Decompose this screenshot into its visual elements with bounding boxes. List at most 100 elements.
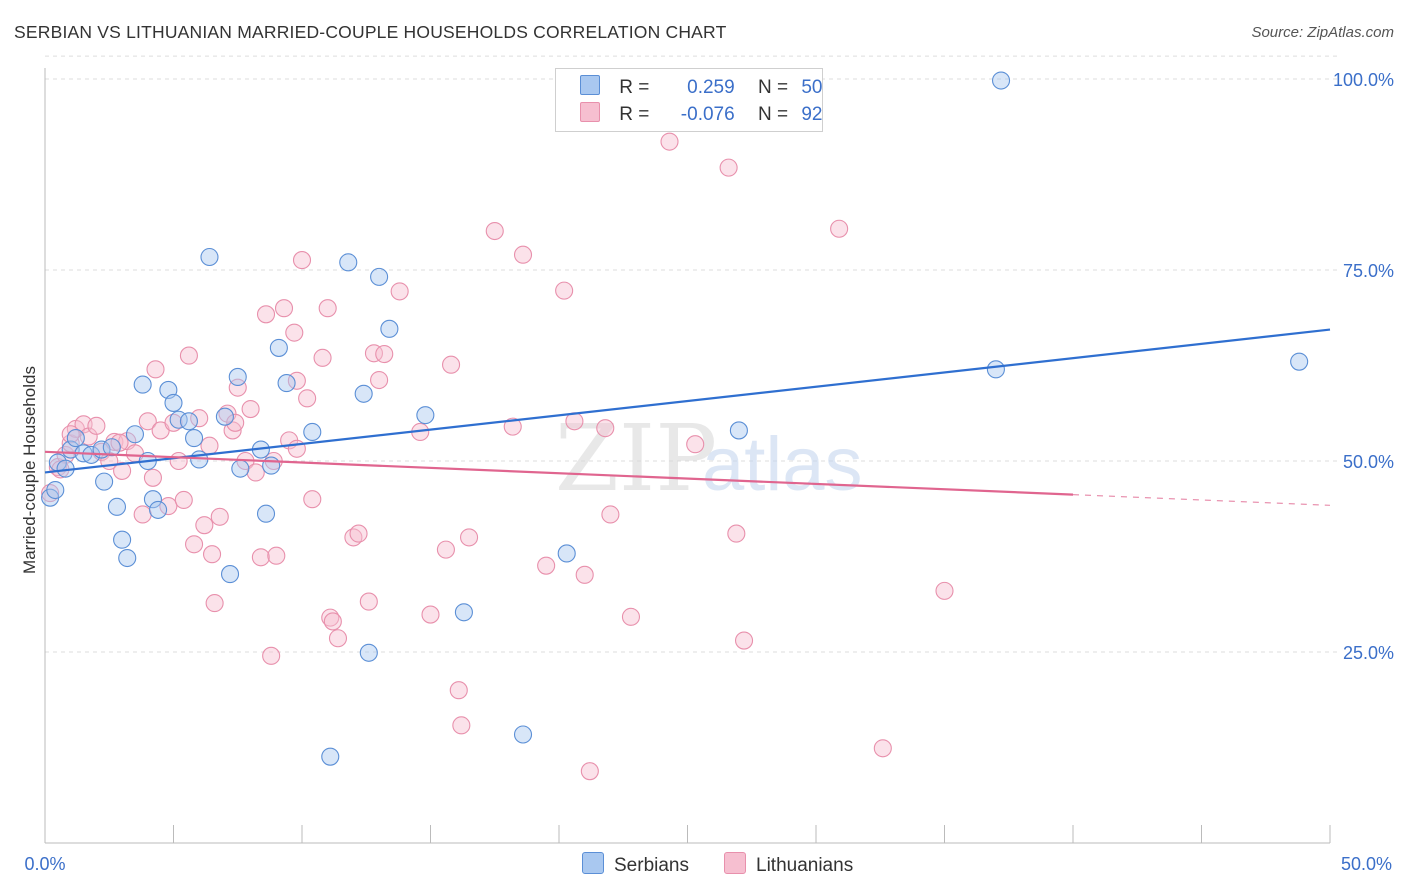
lithuanians-point — [143, 468, 162, 487]
lithuanians-point — [390, 282, 409, 301]
lithuanians-point — [113, 461, 132, 480]
lithuanians-point — [298, 389, 317, 408]
serbians-point — [200, 247, 219, 267]
lithuanians-point — [190, 409, 209, 428]
lithuanians-point — [146, 360, 165, 379]
serbians-point — [380, 319, 399, 338]
serbians-point — [125, 425, 144, 444]
lithuanians-point — [174, 490, 193, 510]
lithuanians-point — [303, 490, 322, 509]
serbians-point — [277, 374, 296, 393]
legend-n-value: 50 — [801, 77, 823, 98]
lithuanians-point — [485, 221, 504, 241]
legend-row-lithuanians: R = -0.076 N = 92 — [580, 102, 822, 128]
lithuanians-point — [370, 370, 389, 390]
lithuanians-swatch-icon — [580, 102, 600, 122]
lithuanians-point — [218, 404, 237, 423]
lithuanians-trend-dashed — [1072, 494, 1331, 506]
serbians-point — [513, 725, 533, 744]
lithuanians-point — [459, 528, 479, 547]
legend-r-value: 0.259 — [687, 77, 735, 98]
serbians-point — [133, 375, 152, 394]
lithuanians-point — [56, 445, 75, 464]
lithuanians-point — [318, 299, 337, 318]
lithuanians-point — [256, 305, 276, 324]
serbians-point — [1290, 352, 1309, 371]
serbians-point — [416, 406, 435, 425]
trend-lines — [44, 328, 1331, 506]
lithuanians-point — [452, 716, 471, 735]
chart-title: SERBIAN VS LITHUANIAN MARRIED-COUPLE HOU… — [14, 22, 727, 42]
bottom-legend-serbians: Serbians — [582, 852, 689, 877]
serbians-point — [339, 253, 358, 272]
y-tick-label: 25.0% — [1343, 643, 1394, 663]
serbians-point — [262, 456, 281, 475]
serbians-point — [231, 459, 250, 478]
lithuanians-point — [442, 355, 461, 374]
watermark-zip: ZIP — [555, 405, 717, 512]
serbians-point — [149, 500, 168, 519]
lithuanians-point — [159, 497, 178, 516]
gridlines — [45, 55, 1340, 653]
legend-r-label: R = — [619, 104, 650, 125]
serbians-point — [303, 422, 322, 442]
lithuanians-point — [133, 505, 152, 524]
lithuanians-point — [686, 435, 705, 454]
legend-r-value: -0.076 — [680, 104, 735, 125]
legend-n-value: 92 — [801, 104, 823, 125]
serbians-point — [95, 472, 114, 491]
serbians-point — [986, 360, 1005, 379]
lithuanians-point — [262, 646, 281, 665]
bottom-legend-lithuanians: Lithuanians — [724, 852, 853, 877]
lithuanians-point — [830, 219, 849, 238]
stats-legend: R = 0.259 N = 50 R = -0.076 N = 92 — [555, 68, 823, 132]
serbians-point — [729, 421, 748, 440]
serbians-point — [164, 393, 183, 412]
lithuanians-point — [205, 594, 224, 613]
serbians-point — [143, 490, 162, 509]
serbians-point — [107, 497, 127, 516]
lithuanians-point — [138, 412, 157, 431]
lithuanians-point — [436, 540, 455, 559]
lithuanians-point — [185, 535, 204, 554]
y-axis-label: Married-couple Households — [20, 366, 39, 574]
lithuanians-point — [323, 612, 342, 631]
lithuanians-point — [87, 416, 106, 435]
serbians-point — [228, 367, 247, 387]
lithuanians-point — [359, 592, 378, 611]
lithuanians-point — [226, 413, 245, 432]
lithuanians-point — [164, 413, 183, 432]
lithuanians-point — [195, 516, 214, 535]
lithuanians-point — [621, 607, 641, 626]
serbians-point — [102, 438, 121, 457]
lithuanians-point — [274, 299, 294, 318]
lithuanians-point — [537, 556, 556, 575]
serbians-point — [454, 603, 473, 622]
lithuanians-points — [41, 132, 954, 781]
serbians-point — [269, 338, 288, 357]
lithuanians-point — [449, 681, 468, 700]
lithuanians-point — [727, 524, 746, 543]
lithuanians-point — [285, 323, 304, 342]
lithuanians-point — [734, 631, 754, 650]
lithuanians-point — [719, 158, 738, 177]
lithuanians-point — [513, 245, 533, 264]
x-tick-label-min: 0.0% — [24, 854, 65, 874]
serbians-point — [354, 384, 373, 403]
lithuanians-point — [873, 739, 892, 758]
watermark-atlas: atlas — [702, 422, 863, 507]
source-label: Source: ZipAtlas.com — [1251, 24, 1394, 41]
lithuanians-point — [596, 419, 615, 438]
x-tick-label-max: 50.0% — [1341, 854, 1392, 874]
lithuanians-point — [601, 505, 620, 524]
axes — [44, 68, 1331, 844]
lithuanians-point — [328, 629, 348, 648]
serbians-point — [215, 407, 234, 426]
lithuanians-point — [203, 545, 222, 564]
legend-n-label: N = — [757, 104, 789, 125]
lithuanians-point — [179, 346, 198, 365]
legend-row-serbians: R = 0.259 N = 50 — [580, 75, 822, 101]
lithuanians-point — [349, 524, 368, 543]
lithuanians-point — [169, 451, 188, 471]
serbians-trend-line — [44, 328, 1331, 474]
